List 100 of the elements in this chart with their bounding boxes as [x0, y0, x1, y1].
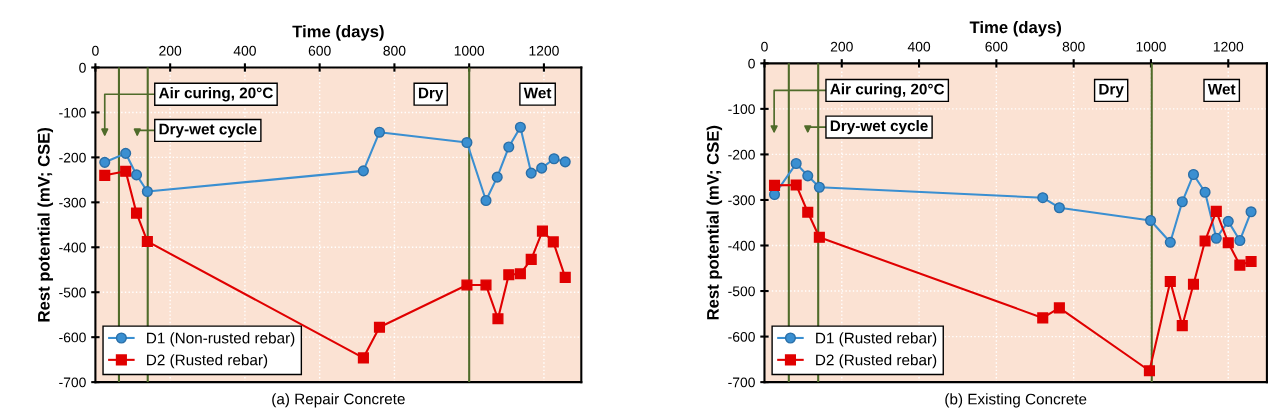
point [559, 156, 571, 168]
point [120, 147, 132, 159]
x-tick-label: 1000 [1136, 41, 1166, 52]
x-tick-label: 0 [761, 41, 768, 52]
x-tick-label: 1200 [529, 45, 559, 56]
text: (b) Existing Concrete [945, 393, 1087, 408]
point [120, 165, 132, 177]
point [1245, 255, 1257, 267]
x-tick-label: 200 [830, 41, 853, 52]
point [768, 179, 781, 191]
x-axis-title: Time (days) [969, 20, 1062, 37]
point [802, 170, 814, 182]
y-tick-label: -100 [728, 104, 755, 115]
point [790, 179, 802, 191]
point [503, 269, 515, 281]
legend-label: D1 (Non-rusted rebar) [147, 332, 295, 347]
point [480, 279, 492, 291]
point [1210, 205, 1222, 217]
x-tick-label: 0 [92, 45, 99, 56]
point [1164, 275, 1176, 288]
point [514, 121, 526, 133]
y-tick-label: -300 [59, 197, 86, 208]
point [99, 156, 111, 168]
y-tick-label: 0 [748, 58, 755, 69]
point [802, 206, 814, 218]
legend-label: D2 (Rusted rebar) [147, 354, 268, 369]
point [1164, 236, 1176, 248]
point [99, 169, 111, 181]
annotation: Dry [1099, 83, 1124, 98]
y-tick-label: -400 [59, 242, 86, 253]
point [373, 126, 386, 138]
point [1199, 186, 1211, 198]
point [1245, 206, 1257, 218]
point [536, 225, 548, 237]
point [1187, 278, 1200, 290]
legend-label: D2 (Rusted rebar) [816, 354, 937, 369]
annotation: Wet [523, 87, 552, 99]
x-tick-label: 1000 [454, 45, 485, 56]
point [790, 157, 802, 170]
y-tick-label: -600 [59, 332, 86, 343]
point [1143, 365, 1155, 377]
point [1053, 302, 1065, 314]
point [548, 153, 560, 165]
point [357, 165, 369, 177]
point [1234, 234, 1246, 247]
annotation: Wet [1207, 83, 1236, 95]
y-tick-label: 0 [79, 62, 86, 73]
x-tick-label: 400 [233, 45, 256, 56]
x-tick-label: 400 [907, 41, 931, 52]
y-tick-label: -300 [728, 195, 755, 206]
y-tick-label: -500 [59, 287, 86, 298]
annotation: Dry [418, 87, 444, 102]
point [1176, 320, 1188, 332]
point [1199, 235, 1211, 247]
point [141, 235, 153, 247]
annotation: Air curing, 20°C [830, 83, 945, 98]
point [536, 162, 548, 174]
text: (a) Repair Concrete [272, 393, 405, 408]
x-axis-title: Time (days) [292, 25, 384, 41]
point [141, 185, 153, 198]
point [480, 194, 492, 207]
x-tick-label: 600 [985, 41, 1008, 52]
annotation: Air curing, 20°C [158, 87, 273, 102]
point [1037, 312, 1049, 324]
x-tick-label: 800 [383, 45, 406, 56]
point [813, 181, 825, 193]
x-tick-label: 800 [1062, 41, 1085, 52]
point [461, 279, 473, 291]
point [559, 271, 571, 283]
point [357, 352, 369, 364]
point [1222, 237, 1234, 249]
y-axis-title: Rest potential (mV; CSE) [37, 127, 54, 322]
y-tick-label: -600 [728, 331, 755, 342]
point [503, 141, 515, 153]
y-tick-label: -400 [728, 240, 755, 251]
x-tick-label: 600 [308, 45, 331, 56]
point [514, 268, 526, 280]
point [1234, 259, 1246, 271]
x-tick-label: 1200 [1213, 41, 1244, 52]
point [373, 321, 386, 333]
y-tick-label: -100 [59, 107, 86, 118]
point [130, 207, 143, 219]
point [1210, 232, 1222, 244]
point [1176, 196, 1188, 208]
point [813, 231, 825, 243]
y-tick-label: -200 [59, 152, 86, 163]
y-tick-label: -700 [59, 377, 86, 388]
annotation: Dry-wet cycle [159, 123, 257, 138]
annotation: Dry-wet cycle [830, 119, 928, 135]
point [1222, 215, 1234, 227]
point [547, 236, 559, 248]
point [1053, 202, 1065, 214]
point [1145, 214, 1157, 227]
y-axis-title: Rest potential (mV; CSE) [706, 125, 723, 320]
x-tick-label: 200 [159, 45, 182, 56]
point [1187, 168, 1200, 181]
point [491, 171, 503, 183]
y-tick-label: -500 [728, 286, 755, 297]
point [130, 169, 143, 181]
point [492, 313, 504, 325]
